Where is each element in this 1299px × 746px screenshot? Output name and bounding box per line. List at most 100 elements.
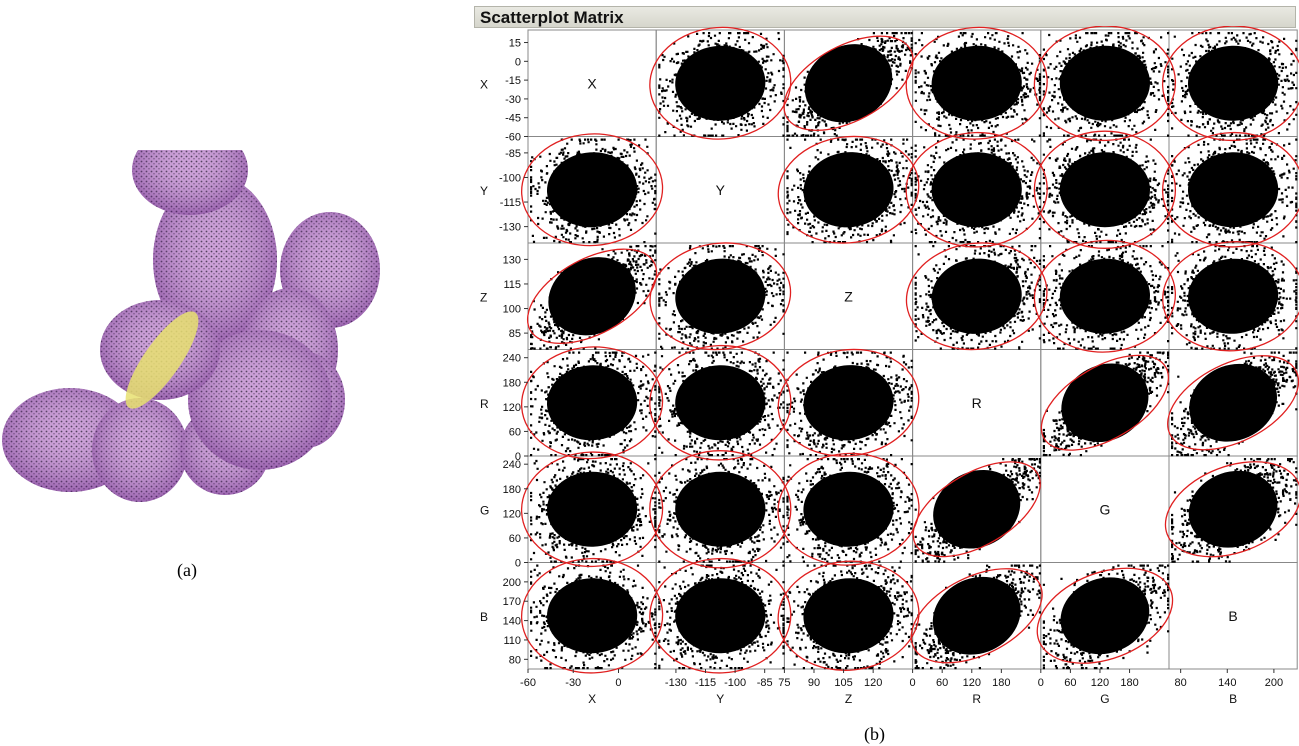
row-axis-label: X [480,77,488,91]
y-tick-label: 130 [503,254,521,266]
y-tick-label: 140 [503,616,521,628]
density-ellipse [526,248,658,344]
y-tick-label: 15 [509,38,521,50]
density-ellipse [777,348,920,457]
diagonal-label: G [1099,501,1110,517]
x-tick-label: -30 [565,677,581,689]
x-tick-label: 60 [1064,677,1076,689]
density-ellipse [1161,26,1299,142]
scatter-core [675,365,766,441]
scatterplot-matrix-header[interactable]: Scatterplot Matrix [474,6,1296,28]
density-ellipse [649,26,792,140]
x-tick-label: -60 [520,677,536,689]
caption-b: (b) [864,724,885,744]
y-tick-label: -15 [505,75,521,87]
scatter-core [675,45,766,121]
scatter-core [1061,363,1149,443]
x-tick-label: -115 [695,677,716,689]
density-ellipse [783,35,914,131]
scatter-core [1188,470,1278,548]
x-tick-label: 180 [1120,677,1138,689]
row-axis-label: R [480,397,489,411]
scatter-core [931,152,1022,228]
y-tick-label: 0 [515,558,521,570]
diagonal-label: Y [716,182,726,198]
y-tick-label: 85 [509,328,521,340]
y-tick-label: 180 [503,484,521,496]
y-tick-label: 240 [503,353,521,365]
y-tick-label: -130 [499,222,521,234]
scatter-core [675,471,766,547]
diagonal-label: Z [844,288,853,304]
x-tick-label: 90 [808,677,820,689]
y-tick-label: 120 [503,402,521,414]
y-tick-label: 0 [515,56,521,68]
density-ellipse [905,131,1048,248]
scatterplot-matrix: XYZRGBX150-15-30-45-60Y-85-100-115-130Z1… [480,26,1299,706]
scatter-core [931,258,1022,334]
y-tick-label: 60 [509,426,521,438]
y-tick-label: 110 [503,635,521,647]
scatter-core [803,365,894,441]
density-ellipse [905,26,1048,140]
matrix-labels: XYZRGBX150-15-30-45-60Y-85-100-115-130Z1… [480,38,1283,706]
x-tick-label: 75 [778,677,790,689]
scatter-core [803,471,894,547]
x-tick-label: 105 [834,677,852,689]
point-cloud-shade [92,398,188,502]
x-tick-label: -85 [757,677,773,689]
scatter-core [546,471,638,547]
y-tick-label: -30 [505,94,521,106]
density-ellipse [520,557,664,674]
scatter-core [1187,152,1279,228]
column-axis-label: G [1100,692,1109,706]
scatter-core [546,365,638,441]
scatter-core [803,578,894,654]
x-tick-label: 0 [615,677,621,689]
row-axis-label: B [480,610,488,624]
y-tick-label: 200 [503,577,521,589]
point-cloud-shade [132,150,248,215]
scatter-core [1189,363,1278,442]
point-cloud-highlight [125,311,199,409]
y-tick-label: -85 [505,148,521,160]
scatter-core [1059,152,1151,228]
scatter-core [931,45,1022,121]
y-tick-label: 170 [503,596,521,608]
y-tick-label: 0 [515,451,521,463]
y-tick-label: 60 [509,533,521,545]
y-tick-label: -45 [505,113,521,125]
scatter-core [546,578,638,654]
scatter-core [675,258,766,334]
y-tick-label: 240 [503,459,521,471]
density-ellipse [1036,567,1174,664]
x-tick-label: 60 [936,677,948,689]
scatter-core [546,152,638,228]
scatter-core [1059,258,1151,334]
scatter-core [1060,577,1150,655]
density-ellipse [649,450,792,569]
x-tick-label: 120 [963,677,981,689]
x-tick-label: 0 [1038,677,1044,689]
density-ellipse [1040,354,1170,451]
density-ellipse [649,242,792,351]
x-tick-label: 80 [1175,677,1187,689]
matrix-points [530,32,1298,670]
density-ellipse [649,557,792,674]
density-ellipse [1167,355,1299,451]
density-ellipse [1162,241,1299,352]
y-tick-label: 180 [503,377,521,389]
density-ellipse [1033,130,1177,249]
column-axis-label: X [588,692,596,706]
row-axis-label: Y [480,184,488,198]
x-tick-label: 140 [1218,677,1236,689]
density-ellipse [520,133,664,247]
point-cloud-shade [153,176,277,344]
diagonal-label: R [972,395,982,411]
density-ellipse [910,568,1043,664]
y-tick-label: 120 [503,508,521,520]
x-tick-label: 180 [992,677,1010,689]
scatter-points [530,458,657,563]
density-ellipse [912,461,1041,558]
column-axis-label: R [972,692,981,706]
